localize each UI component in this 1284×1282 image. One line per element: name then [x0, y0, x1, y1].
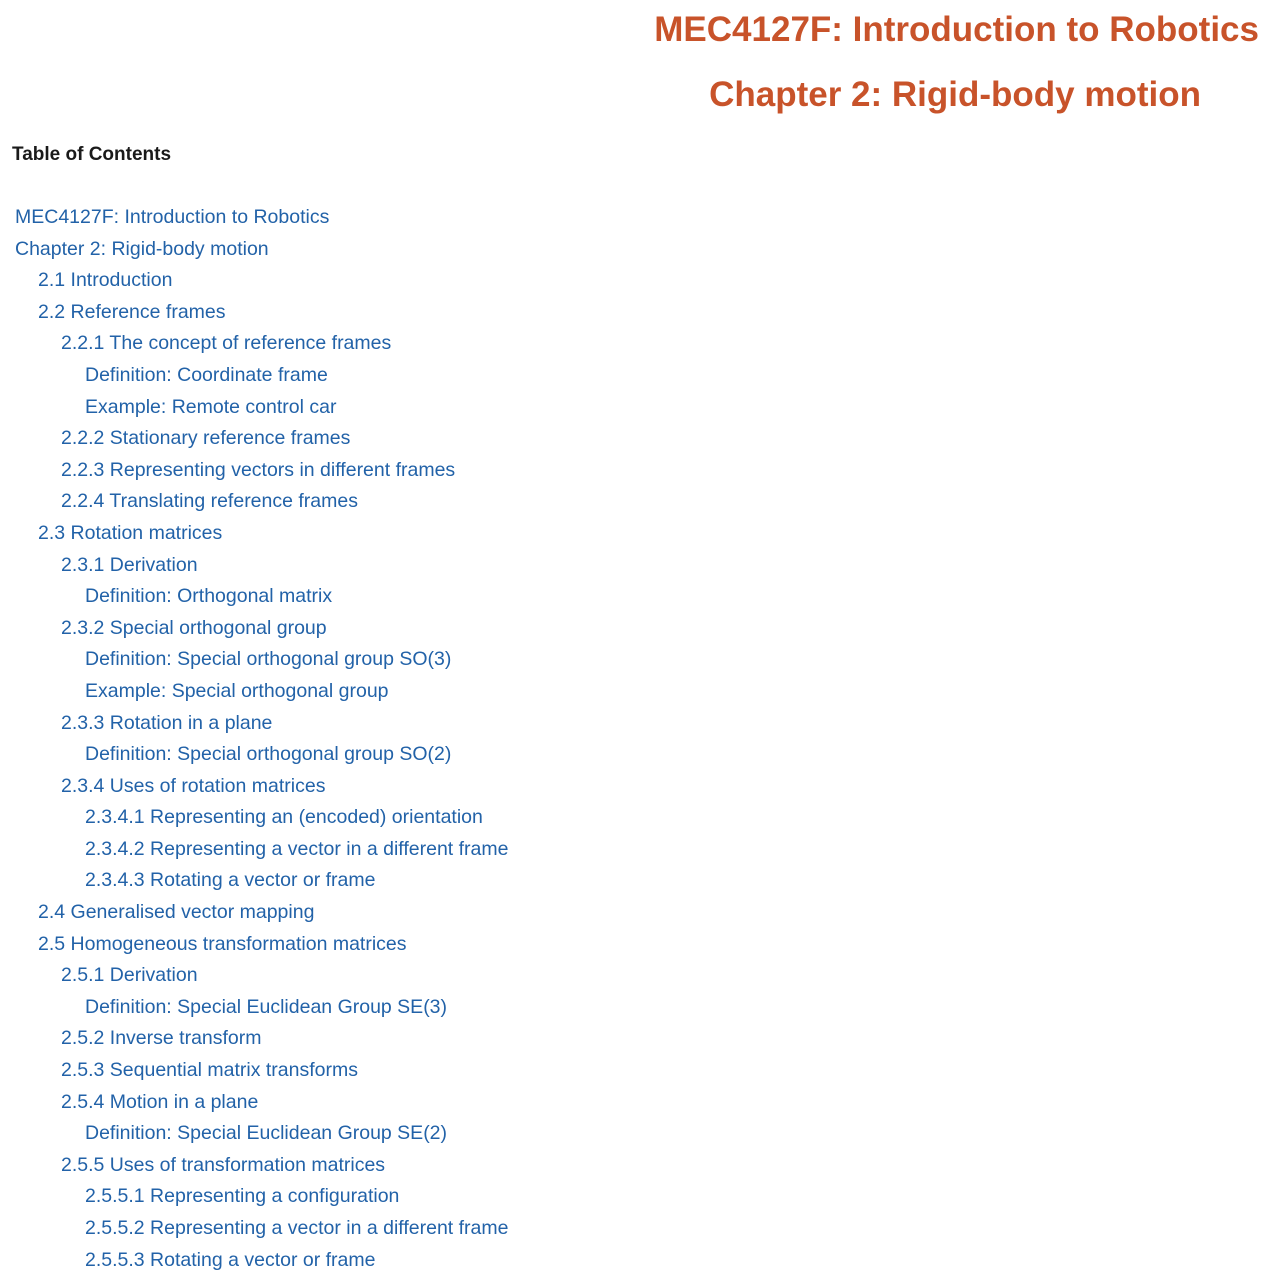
toc-item: Definition: Orthogonal matrix: [0, 581, 508, 613]
toc-item: 2.3.4.1 Representing an (encoded) orient…: [0, 802, 508, 834]
toc-item: 2.3.3 Rotation in a plane: [0, 708, 508, 740]
toc-item: 2.2 Reference frames: [0, 297, 508, 329]
toc-link[interactable]: Definition: Special orthogonal group SO(…: [85, 743, 452, 766]
toc-link[interactable]: 2.3.4 Uses of rotation matrices: [61, 774, 326, 797]
toc-item: 2.2.1 The concept of reference frames: [0, 328, 508, 360]
toc-link[interactable]: 2.2.3 Representing vectors in different …: [61, 458, 456, 481]
toc-item: 2.3.2 Special orthogonal group: [0, 613, 508, 645]
toc-link[interactable]: 2.2 Reference frames: [38, 300, 226, 323]
toc-link[interactable]: 2.5.2 Inverse transform: [61, 1027, 262, 1050]
toc-link[interactable]: 2.5.5.1 Representing a configuration: [85, 1185, 400, 1208]
toc-link[interactable]: 2.5.4 Motion in a plane: [61, 1090, 259, 1113]
toc-link[interactable]: 2.5.5.2 Representing a vector in a diffe…: [85, 1217, 509, 1239]
toc-link[interactable]: 2.3.2 Special orthogonal group: [61, 616, 327, 639]
toc-item: 2.3.4.3 Rotating a vector or frame: [0, 865, 508, 897]
toc-link[interactable]: 2.3 Rotation matrices: [38, 521, 223, 544]
table-of-contents: MEC4127F: Introduction to Robotics Chapte…: [0, 202, 508, 1276]
toc-link[interactable]: MEC4127F: Introduction to Robotics: [15, 206, 330, 228]
toc-item: 2.2.3 Representing vectors in different …: [0, 455, 508, 487]
toc-item: 2.5.4 Motion in a plane: [0, 1087, 508, 1119]
toc-link[interactable]: 2.2.2 Stationary reference frames: [61, 427, 351, 450]
toc-link[interactable]: 2.5.3 Sequential matrix transforms: [61, 1059, 358, 1082]
toc-link[interactable]: Chapter 2: Rigid-body motion: [15, 237, 269, 260]
toc-link[interactable]: Definition: Special Euclidean Group SE(2…: [85, 1122, 448, 1145]
toc-item: Definition: Special orthogonal group SO(…: [0, 739, 508, 771]
toc-item: Definition: Special Euclidean Group SE(2…: [0, 1118, 508, 1150]
toc-link[interactable]: 2.5.1 Derivation: [61, 964, 198, 987]
toc-link[interactable]: 2.3.3 Rotation in a plane: [61, 711, 273, 734]
toc-item: Example: Remote control car: [0, 392, 508, 424]
toc-link[interactable]: 2.2.4 Translating reference frames: [61, 490, 358, 513]
toc-item: MEC4127F: Introduction to Robotics: [0, 202, 508, 234]
toc-item: 2.3.1 Derivation: [0, 550, 508, 582]
toc-item: Definition: Special orthogonal group SO(…: [0, 644, 508, 676]
toc-item: 2.3.4.2 Representing a vector in a diffe…: [0, 834, 508, 866]
toc-link[interactable]: 2.3.4.3 Rotating a vector or frame: [85, 869, 376, 892]
toc-link[interactable]: 2.5 Homogeneous transformation matrices: [38, 932, 407, 955]
toc-link[interactable]: Example: Special orthogonal group: [85, 679, 389, 702]
chapter-title: Chapter 2: Rigid-body motion: [709, 75, 1201, 114]
toc-item: 2.2.4 Translating reference frames: [0, 486, 508, 518]
toc-link[interactable]: 2.3.4.1 Representing an (encoded) orient…: [85, 806, 483, 829]
toc-item: 2.5.2 Inverse transform: [0, 1023, 508, 1055]
toc-item: 2.5.5 Uses of transformation matrices: [0, 1150, 508, 1182]
toc-item: 2.1 Introduction: [0, 265, 508, 297]
toc-item: 2.5.5.2 Representing a vector in a diffe…: [0, 1213, 508, 1245]
toc-link[interactable]: Definition: Special orthogonal group SO(…: [85, 648, 452, 671]
toc-item: Definition: Coordinate frame: [0, 360, 508, 392]
toc-item: Definition: Special Euclidean Group SE(3…: [0, 992, 508, 1024]
toc-item: 2.4 Generalised vector mapping: [0, 897, 508, 929]
toc-item: Example: Special orthogonal group: [0, 676, 508, 708]
toc-link[interactable]: Definition: Orthogonal matrix: [85, 585, 333, 608]
toc-item: 2.5.3 Sequential matrix transforms: [0, 1055, 508, 1087]
toc-link[interactable]: 2.5.5 Uses of transformation matrices: [61, 1153, 386, 1176]
toc-link[interactable]: Definition: Special Euclidean Group SE(3…: [85, 995, 448, 1018]
toc-link[interactable]: 2.3.1 Derivation: [61, 553, 198, 576]
toc-item: 2.3.4 Uses of rotation matrices: [0, 771, 508, 803]
toc-link[interactable]: 2.1 Introduction: [38, 269, 173, 292]
toc-item: Chapter 2: Rigid-body motion: [0, 234, 508, 266]
toc-link[interactable]: Example: Remote control car: [85, 395, 337, 418]
toc-link[interactable]: 2.4 Generalised vector mapping: [38, 901, 315, 924]
toc-link[interactable]: Definition: Coordinate frame: [85, 363, 328, 386]
toc-link[interactable]: 2.5.5.3 Rotating a vector or frame: [85, 1248, 376, 1271]
toc-link[interactable]: 2.2.1 The concept of reference frames: [61, 332, 392, 355]
toc-link[interactable]: 2.3.4.2 Representing a vector in a diffe…: [85, 837, 509, 860]
toc-heading: Table of Contents: [12, 144, 172, 165]
toc-item: 2.5 Homogeneous transformation matrices: [0, 929, 508, 961]
course-title: MEC4127F: Introduction to Robotics: [654, 10, 1259, 49]
toc-item: 2.5.5.3 Rotating a vector or frame: [0, 1245, 508, 1277]
toc-item: 2.5.5.1 Representing a configuration: [0, 1181, 508, 1213]
toc-item: 2.3 Rotation matrices: [0, 518, 508, 550]
toc-item: 2.2.2 Stationary reference frames: [0, 423, 508, 455]
toc-item: 2.5.1 Derivation: [0, 960, 508, 992]
